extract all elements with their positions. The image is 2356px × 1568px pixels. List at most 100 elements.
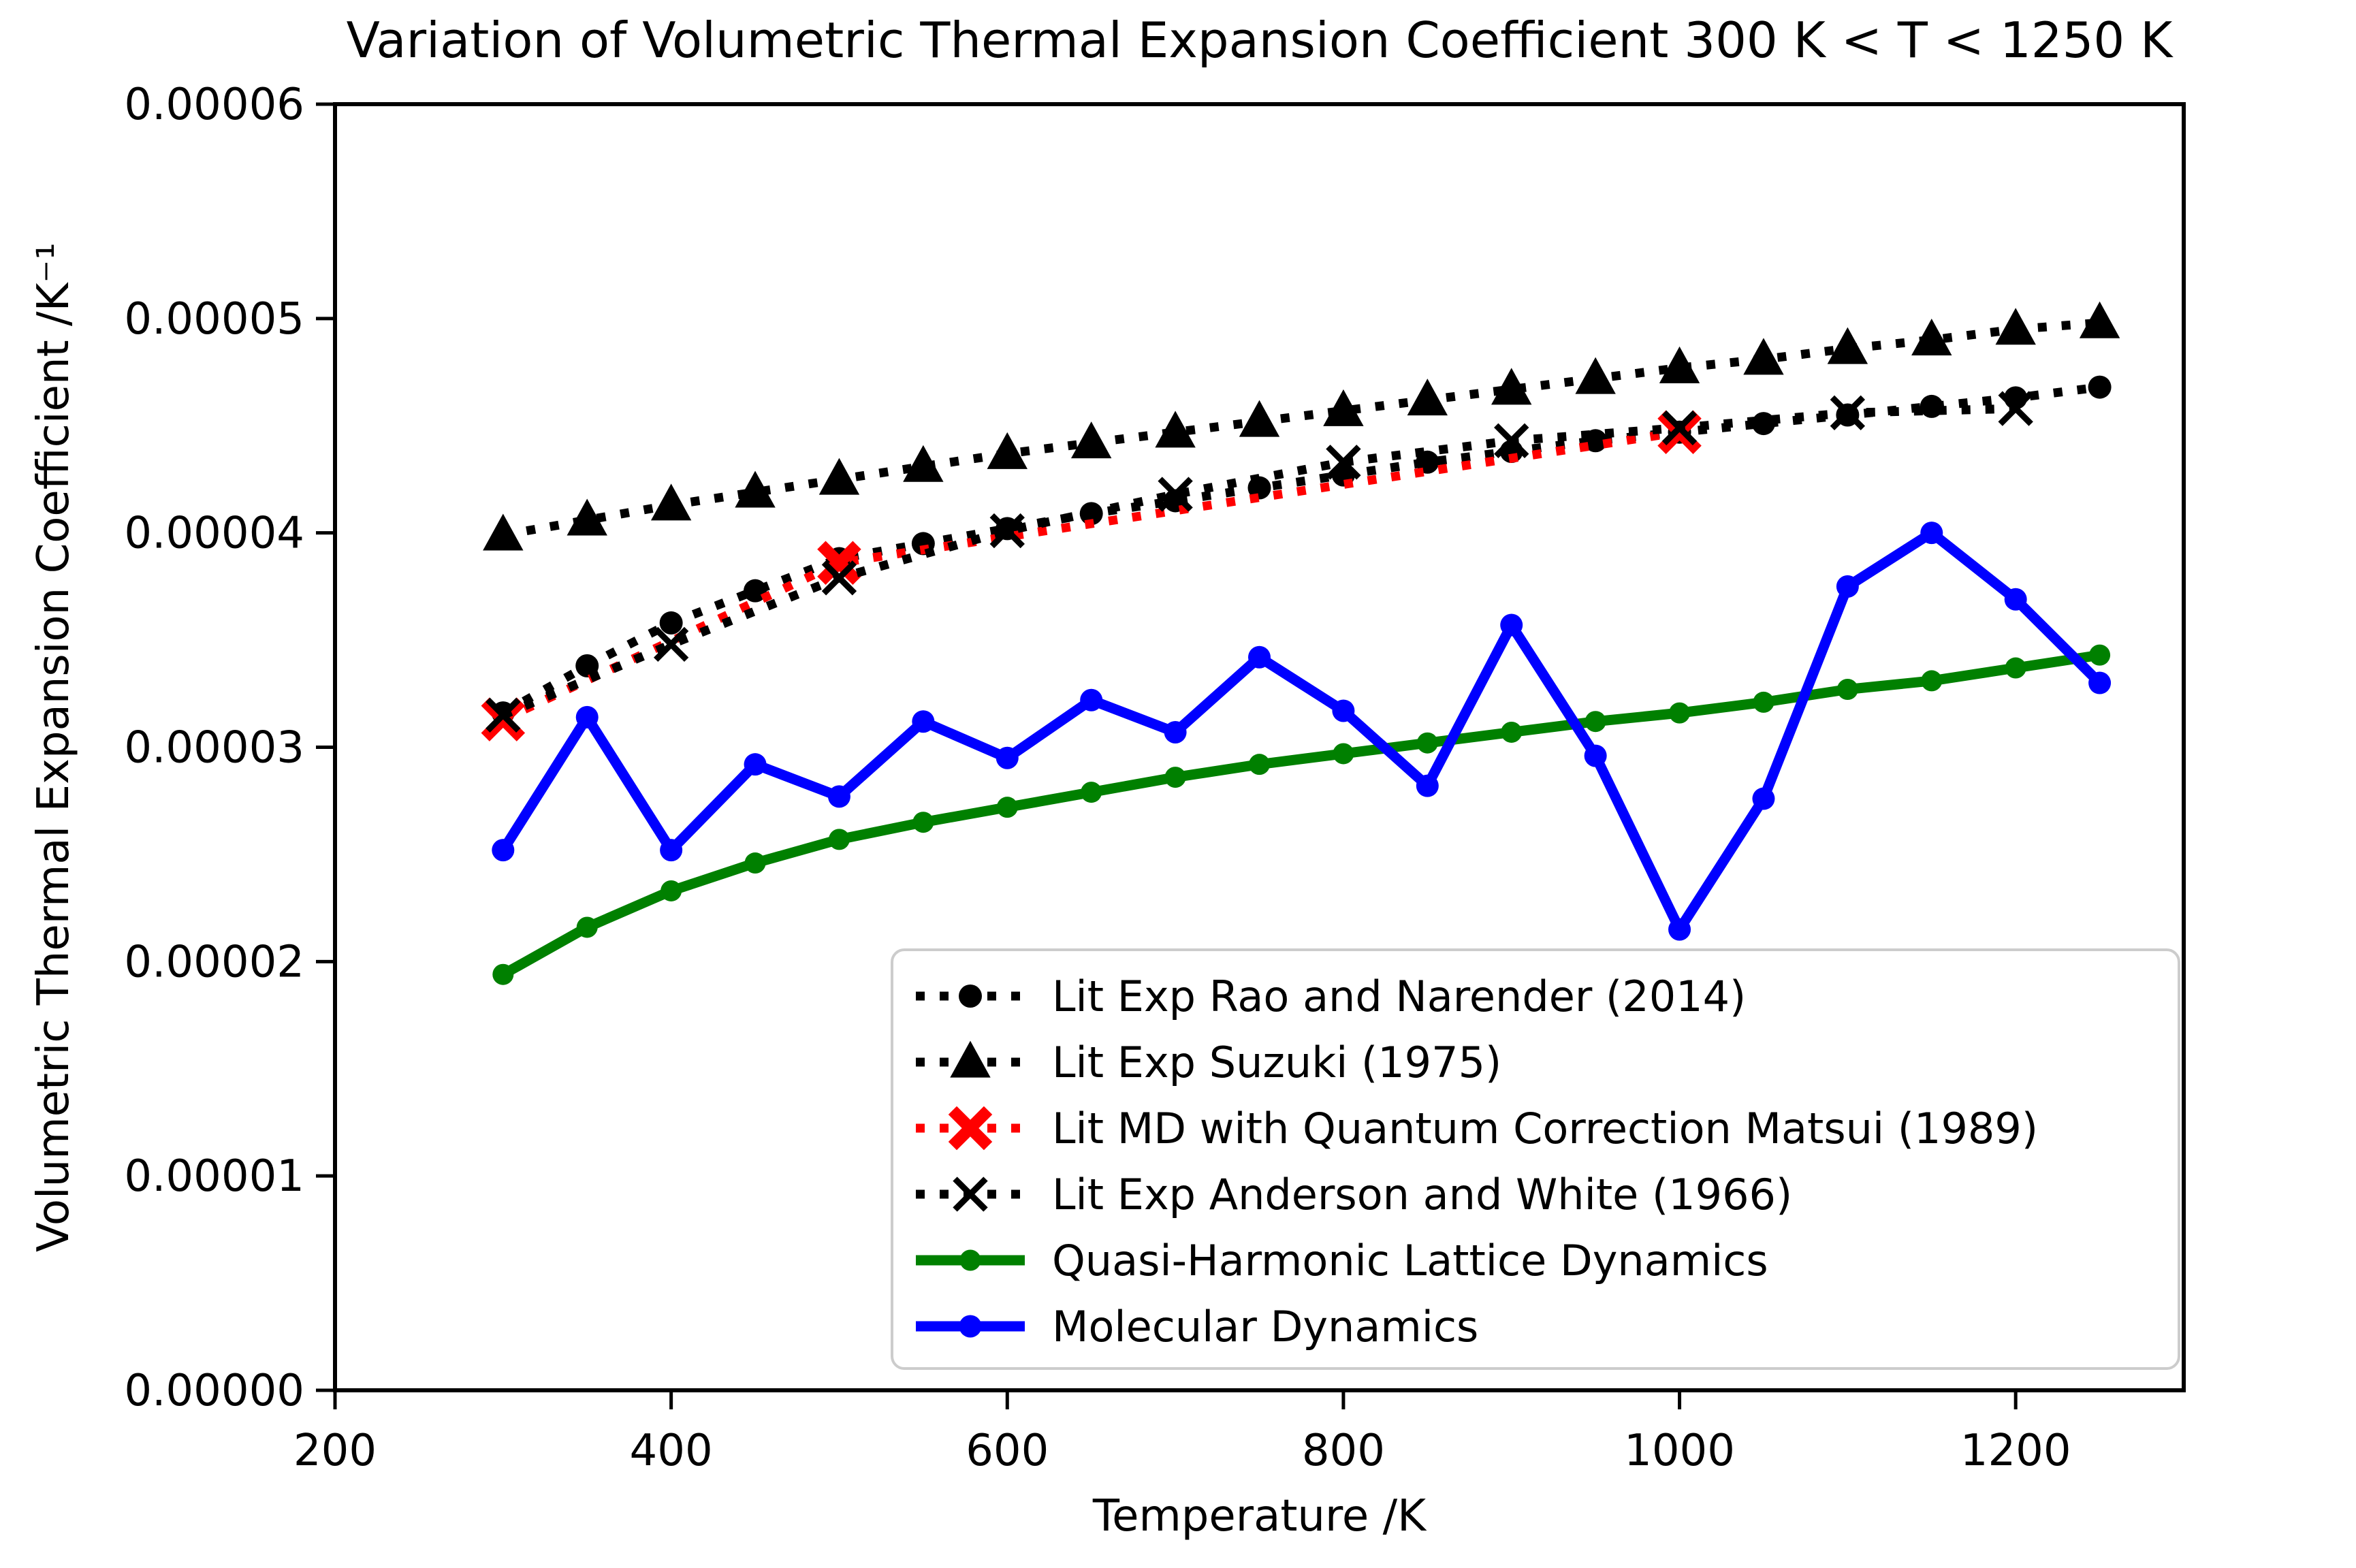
y-tick-label: 0.00003 — [124, 723, 304, 773]
series-marker-md — [1752, 787, 1775, 810]
series-marker-anderson — [653, 626, 689, 662]
series-md — [492, 522, 2112, 941]
legend-entry-suzuki: Lit Exp Suzuki (1975) — [916, 1038, 1501, 1087]
series-marker-qhld — [1249, 754, 1270, 775]
legend-entry-md: Molecular Dynamics — [916, 1302, 1478, 1351]
series-marker-qhld — [744, 852, 766, 874]
series-marker-suzuki — [903, 445, 944, 482]
series-marker-suzuki — [1491, 368, 1532, 405]
x-tick-label: 200 — [293, 1426, 377, 1476]
legend-sample-marker — [950, 1040, 991, 1078]
series-marker-rao — [1751, 412, 1775, 436]
series-marker-suzuki — [1659, 346, 1700, 383]
series-marker-qhld — [996, 797, 1018, 818]
legend-label: Lit Exp Anderson and White (1966) — [1052, 1170, 1792, 1219]
series-marker-md — [912, 710, 935, 733]
series-marker-md — [2088, 671, 2112, 694]
y-tick-label: 0.00001 — [124, 1151, 304, 1202]
series-marker-anderson — [485, 697, 521, 733]
series-marker-suzuki — [1070, 421, 1112, 459]
series-marker-md — [1920, 522, 1943, 545]
legend-label: Quasi-Harmonic Lattice Dynamics — [1052, 1236, 1768, 1285]
legend-entry-qhld: Quasi-Harmonic Lattice Dynamics — [916, 1236, 1768, 1285]
x-tick-label: 400 — [630, 1426, 713, 1476]
series-marker-md — [996, 746, 1019, 769]
series-marker-anderson — [1830, 395, 1866, 431]
series-marker-qhld — [828, 829, 850, 850]
series-marker-md — [1500, 613, 1523, 637]
series-line-md — [498, 528, 2103, 935]
series-anderson — [485, 391, 2033, 733]
series-marker-qhld — [1501, 721, 1523, 743]
series-marker-md — [1416, 774, 1439, 797]
series-marker-suzuki — [650, 483, 692, 521]
series-marker-md — [575, 705, 599, 729]
x-tick-label: 1000 — [1624, 1426, 1735, 1476]
series-marker-qhld — [1585, 711, 1606, 733]
series-marker-qhld — [492, 963, 514, 985]
series-marker-qhld — [1164, 767, 1186, 788]
y-tick-label: 0.00002 — [124, 937, 304, 987]
series-marker-qhld — [1753, 691, 1774, 713]
x-tick-label: 800 — [1302, 1426, 1385, 1476]
series-marker-suzuki — [1911, 318, 1952, 355]
legend: Lit Exp Rao and Narender (2014) Lit Exp S… — [891, 948, 2180, 1370]
series-marker-md — [827, 785, 850, 808]
series-marker-suzuki — [483, 513, 524, 551]
y-tick-label: 0.00005 — [124, 294, 304, 345]
legend-entry-rao: Lit Exp Rao and Narender (2014) — [916, 972, 1746, 1021]
series-marker-md — [1164, 720, 1187, 743]
series-marker-suzuki — [567, 498, 607, 536]
series-marker-md — [2004, 588, 2027, 611]
series-line-suzuki — [502, 318, 2101, 540]
series-marker-suzuki — [2079, 301, 2120, 338]
series-marker-suzuki — [735, 470, 776, 508]
series-suzuki — [483, 301, 2120, 551]
x-tick-label: 1200 — [1960, 1426, 2071, 1476]
y-tick-label: 0.00004 — [124, 509, 304, 559]
legend-sample-marker — [959, 1315, 982, 1338]
series-marker-rao — [2088, 375, 2112, 399]
series-marker-md — [1332, 699, 1355, 722]
series-marker-suzuki — [1995, 308, 2036, 345]
series-qhld — [492, 644, 2111, 985]
series-marker-qhld — [660, 880, 682, 901]
series-line-anderson — [501, 404, 2016, 720]
series-marker-anderson — [1326, 445, 1361, 480]
series-marker-qhld — [2005, 657, 2026, 679]
legend-sample-marker — [959, 1249, 981, 1271]
series-line-rao — [500, 383, 2101, 717]
legend-entry-matsui: Lit MD with Quantum Correction Matsui (1… — [916, 1104, 2038, 1153]
series-marker-md — [660, 839, 683, 862]
series-marker-suzuki — [1407, 379, 1448, 416]
legend-label: Lit MD with Quantum Correction Matsui (1… — [1052, 1104, 2038, 1153]
series-marker-anderson — [821, 560, 857, 596]
legend-sample-marker — [953, 1177, 988, 1212]
series-marker-md — [744, 753, 767, 776]
series-marker-qhld — [1416, 732, 1438, 754]
series-marker-md — [1836, 575, 1859, 598]
series-line-qhld — [500, 650, 2101, 979]
x-axis-label: Temperature /K — [1092, 1491, 1427, 1541]
series-marker-rao — [659, 611, 683, 635]
series-marker-rao — [575, 654, 599, 677]
legend-sample-marker — [948, 1106, 993, 1151]
series-marker-rao — [1920, 394, 1943, 418]
series-marker-suzuki — [1827, 327, 1868, 364]
series-marker-qhld — [1333, 743, 1354, 765]
x-tick-label: 600 — [966, 1426, 1049, 1476]
series-marker-qhld — [1836, 678, 1858, 700]
series-marker-suzuki — [1155, 411, 1196, 448]
legend-label: Lit Exp Rao and Narender (2014) — [1052, 972, 1746, 1021]
legend-box — [891, 948, 2180, 1370]
y-tick-label: 0.00000 — [124, 1366, 304, 1416]
series-marker-md — [1080, 688, 1103, 711]
series-marker-suzuki — [1743, 338, 1784, 375]
series-marker-qhld — [1669, 702, 1691, 724]
legend-entry-anderson: Lit Exp Anderson and White (1966) — [916, 1170, 1792, 1219]
series-marker-qhld — [1921, 670, 1943, 692]
series-marker-rao — [744, 579, 767, 603]
series-marker-md — [492, 839, 515, 862]
